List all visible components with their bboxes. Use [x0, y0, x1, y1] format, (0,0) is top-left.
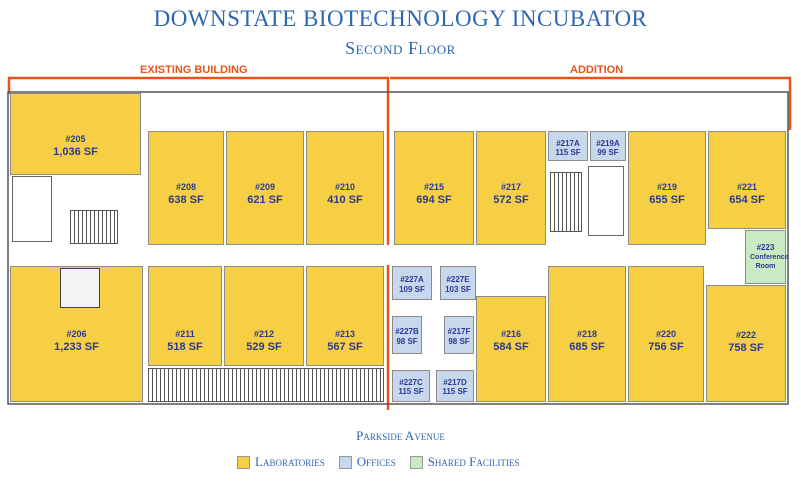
stair-east [550, 172, 582, 232]
room-213[interactable]: #213 567 SF [306, 266, 384, 366]
room-227c[interactable]: #227C 115 SF [392, 370, 430, 402]
room-211[interactable]: #211 518 SF [148, 266, 222, 366]
main-corridor [10, 245, 745, 265]
room-217f[interactable]: #217F 98 SF [444, 316, 474, 354]
legend-swatch-laboratories [237, 455, 250, 469]
room-217a[interactable]: #217A 115 SF [548, 131, 588, 161]
room-227e[interactable]: #227E 103 SF [440, 266, 476, 300]
room-227b[interactable]: #227B 98 SF [392, 316, 422, 354]
legend-item-shared-facilities: Shared Facilities [409, 454, 519, 470]
room-208[interactable]: #208 638 SF [148, 131, 224, 245]
addition-label: ADDITION [570, 64, 624, 76]
legend-item-offices: Offices [338, 454, 396, 470]
legend-item-laboratories: Laboratories [237, 454, 325, 470]
stair-west [70, 210, 118, 244]
elevator-west [60, 268, 100, 308]
map-subtitle: Second Floor [345, 38, 456, 58]
room-209[interactable]: #209 621 SF [226, 131, 304, 245]
room-219[interactable]: #219 655 SF [628, 131, 706, 245]
map-title: Downstate Biotechnology Incubator [153, 6, 648, 31]
restroom-west [12, 176, 52, 242]
legend: Laboratories Offices Shared Facilities [237, 454, 519, 470]
legend-swatch-shared [409, 455, 423, 469]
street-label: Parkside Avenue [356, 428, 445, 443]
room-217d[interactable]: #217D 115 SF [436, 370, 474, 402]
loading-area [148, 368, 384, 402]
room-218[interactable]: #218 685 SF [548, 266, 626, 402]
room-221[interactable]: #221 654 SF [708, 131, 786, 229]
room-205[interactable]: #205 1,036 SF [10, 93, 141, 175]
legend-swatch-offices [338, 455, 352, 469]
room-216[interactable]: #216 584 SF [476, 296, 546, 402]
room-210[interactable]: #210 410 SF [306, 131, 384, 245]
room-212[interactable]: #212 529 SF [224, 266, 304, 366]
existing-building-label: EXISTING BUILDING [140, 64, 248, 76]
room-215[interactable]: #215 694 SF [394, 131, 474, 245]
restroom-east [588, 166, 624, 236]
room-219a[interactable]: #219A 99 SF [590, 131, 626, 161]
room-222[interactable]: #222 758 SF [706, 285, 786, 402]
room-227a[interactable]: #227A 109 SF [392, 266, 432, 300]
room-217[interactable]: #217 572 SF [476, 131, 546, 245]
room-220[interactable]: #220 756 SF [628, 266, 704, 402]
room-223[interactable]: #223 Conference Room [745, 230, 789, 284]
